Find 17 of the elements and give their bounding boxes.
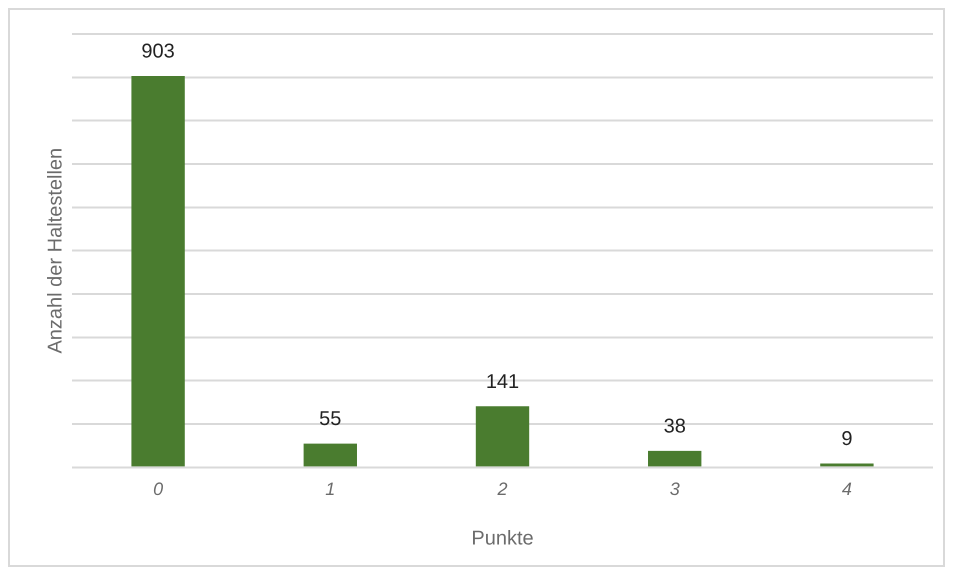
x-axis-title: Punkte [471, 528, 534, 550]
data-label: 55 [319, 408, 342, 430]
x-tick-label: 4 [842, 479, 852, 500]
x-tick-label: 3 [670, 479, 680, 500]
bar [131, 76, 185, 466]
data-label: 141 [486, 370, 520, 393]
data-label: 38 [664, 415, 686, 438]
bar [648, 450, 702, 466]
data-label: 903 [141, 40, 175, 63]
x-tick-label: 2 [496, 479, 508, 500]
x-tick-label: 1 [325, 479, 336, 500]
bar [820, 464, 874, 466]
bar [304, 444, 357, 466]
bar [476, 406, 530, 466]
y-axis-title: Anzahl der Haltestellen [44, 148, 67, 354]
data-label: 9 [841, 428, 852, 450]
x-tick-label: 0 [153, 479, 164, 500]
